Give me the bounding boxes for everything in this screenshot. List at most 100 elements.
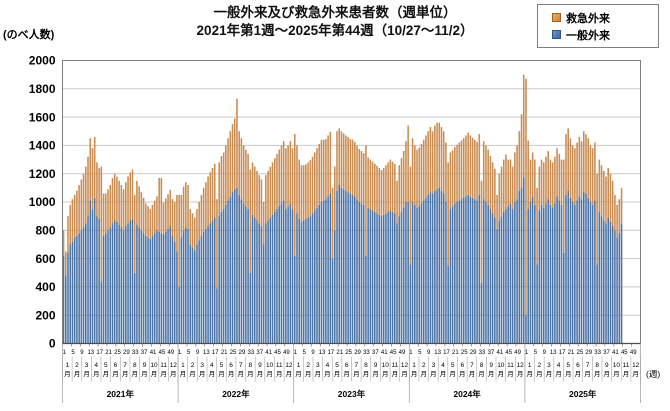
bar-general (236, 187, 238, 344)
bar-emergency (289, 141, 292, 204)
month-suffix-label: 月 (286, 370, 293, 378)
bar-emergency (387, 162, 389, 212)
bar-emergency (607, 168, 610, 218)
month-suffix-label: 月 (401, 370, 408, 378)
week-tick-label: 1 (525, 350, 529, 356)
month-number-label: 11 (507, 362, 514, 369)
bar-general (282, 200, 285, 344)
month-suffix-label: 月 (247, 370, 254, 378)
y-tick-label: 200 (35, 308, 55, 322)
month-suffix-label: 月 (449, 370, 456, 378)
bar-emergency (227, 138, 229, 201)
bar-general (349, 193, 352, 344)
bar-emergency (193, 217, 196, 251)
bar-general (76, 235, 78, 344)
bar-general (180, 237, 183, 344)
bar-emergency (382, 168, 385, 215)
week-tick-label: 21 (336, 350, 343, 356)
bar-emergency (480, 180, 483, 283)
bar-emergency (200, 194, 203, 236)
bar-emergency (107, 189, 109, 231)
bar-emergency (529, 159, 532, 202)
month-number-label: 4 (210, 362, 214, 369)
month-suffix-label: 月 (507, 370, 514, 378)
week-tick-label: 9 (427, 350, 431, 356)
bar-general (200, 235, 203, 344)
month-suffix-label: 月 (584, 370, 591, 378)
bar-emergency (538, 166, 541, 211)
bar-emergency (620, 187, 623, 224)
bar-emergency (238, 131, 240, 195)
bar-general (185, 227, 187, 344)
bar-emergency (369, 159, 372, 210)
bar-emergency (249, 169, 252, 273)
bar-emergency (576, 142, 578, 201)
bar-general (360, 203, 363, 344)
week-tick-label: 45 (159, 350, 166, 356)
bar-emergency (594, 142, 596, 201)
bar-general (249, 272, 252, 344)
month-number-label: 9 (374, 362, 378, 369)
y-tick-label: 1600 (29, 110, 56, 124)
bar-emergency (140, 192, 143, 231)
bar-emergency (354, 141, 356, 197)
bar-emergency (207, 176, 209, 227)
bar-general (551, 207, 554, 344)
bar-general (145, 235, 147, 344)
bar-emergency (445, 142, 447, 202)
bar-emergency (213, 163, 216, 218)
bar-general (205, 228, 207, 344)
week-tick-label: 49 (399, 350, 406, 356)
bar-general (231, 192, 234, 344)
bar-general (260, 226, 263, 344)
bar-general (325, 199, 327, 344)
bar-emergency (267, 170, 269, 221)
bar-emergency (478, 134, 481, 195)
bar-general (107, 230, 109, 344)
y-tick-label: 1200 (29, 167, 56, 181)
bar-general (233, 189, 236, 344)
bar-emergency (147, 206, 149, 238)
bar-emergency (520, 114, 523, 188)
month-suffix-label: 月 (64, 370, 71, 378)
month-suffix-label: 月 (189, 370, 196, 378)
week-tick-label: 21 (568, 350, 575, 356)
bar-emergency (109, 185, 112, 228)
week-tick-label: 25 (345, 350, 352, 356)
bar-general (98, 218, 100, 344)
bar-emergency (616, 204, 618, 238)
bar-emergency (282, 141, 285, 201)
bar-general (162, 234, 165, 344)
bar-emergency (511, 166, 514, 210)
bar-emergency (336, 131, 338, 191)
x-axis: 1 5 9 13 17 21 25 29 33 37 41 45 491月2月3月4月5月6月7月8月9… (62, 343, 641, 403)
bar-emergency (296, 145, 298, 214)
month-suffix-label: 月 (632, 370, 639, 378)
week-tick-label: 1 (62, 350, 66, 356)
bar-general (136, 224, 138, 344)
week-tick-label: 45 (505, 350, 512, 356)
bar-general (411, 202, 414, 344)
bar-general (211, 220, 214, 344)
month-number-label: 7 (470, 362, 474, 369)
bar-general (293, 255, 296, 344)
bar-emergency (160, 177, 163, 234)
month-suffix-label: 月 (594, 370, 601, 378)
week-tick-label: 41 (150, 350, 157, 356)
month-suffix-label: 月 (180, 370, 187, 378)
month-number-label: 7 (355, 362, 359, 369)
bar-general (133, 272, 136, 344)
bar-emergency (120, 185, 123, 228)
month-suffix-label: 月 (421, 370, 428, 378)
month-number-label: 2 (75, 362, 79, 369)
week-tick-label: 1 (178, 350, 182, 356)
bar-general (611, 226, 614, 344)
bar-general (420, 203, 423, 344)
bar-emergency (151, 204, 154, 236)
bar-emergency (574, 148, 576, 205)
bar-general (498, 220, 501, 344)
week-tick-label: 41 (496, 350, 503, 356)
bar-general (502, 211, 505, 344)
bar-general (151, 235, 154, 344)
bar-general (367, 207, 369, 344)
